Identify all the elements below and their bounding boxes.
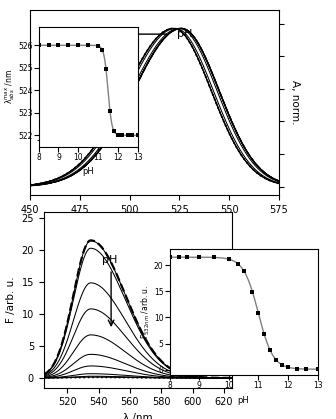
Y-axis label: F$_{532nm}$ /arb. u.: F$_{532nm}$ /arb. u.	[140, 285, 153, 339]
X-axis label: λ /nm: λ /nm	[123, 413, 153, 419]
X-axis label: pH: pH	[82, 168, 94, 176]
Text: –: –	[36, 134, 42, 147]
Y-axis label: A, norm.: A, norm.	[290, 80, 300, 125]
Y-axis label: F /arb. u.: F /arb. u.	[6, 276, 16, 323]
Y-axis label: λ$_{abs}^{max}$ /nm: λ$_{abs}^{max}$ /nm	[3, 70, 16, 104]
Text: pH: pH	[102, 255, 117, 264]
Text: pH: pH	[177, 29, 193, 39]
X-axis label: λ /nm: λ /nm	[140, 220, 169, 230]
X-axis label: pH: pH	[238, 396, 249, 405]
